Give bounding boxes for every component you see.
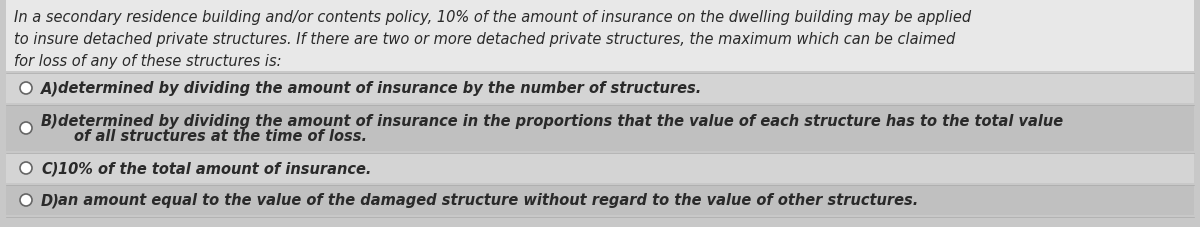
Text: determined by dividing the amount of insurance in the proportions that the value: determined by dividing the amount of ins… [58, 114, 1063, 128]
Text: of all structures at the time of loss.: of all structures at the time of loss. [74, 128, 367, 143]
Text: A): A) [41, 81, 59, 96]
Text: for loss of any of these structures is:: for loss of any of these structures is: [14, 54, 282, 69]
FancyBboxPatch shape [6, 153, 1194, 183]
Circle shape [20, 122, 32, 134]
Text: determined by dividing the amount of insurance by the number of structures.: determined by dividing the amount of ins… [58, 81, 701, 96]
Text: In a secondary residence building and/or contents policy, 10% of the amount of i: In a secondary residence building and/or… [14, 10, 971, 25]
FancyBboxPatch shape [6, 0, 1194, 72]
FancyBboxPatch shape [6, 106, 1194, 151]
Text: to insure detached private structures. If there are two or more detached private: to insure detached private structures. I… [14, 32, 955, 47]
FancyBboxPatch shape [6, 185, 1194, 215]
Text: an amount equal to the value of the damaged structure without regard to the valu: an amount equal to the value of the dama… [58, 193, 918, 207]
Circle shape [20, 83, 32, 95]
Text: D): D) [41, 193, 60, 207]
Text: B): B) [41, 114, 59, 128]
FancyBboxPatch shape [6, 74, 1194, 104]
Text: C): C) [41, 161, 59, 176]
Circle shape [20, 162, 32, 174]
Text: 10% of the total amount of insurance.: 10% of the total amount of insurance. [58, 161, 371, 176]
Circle shape [20, 194, 32, 206]
